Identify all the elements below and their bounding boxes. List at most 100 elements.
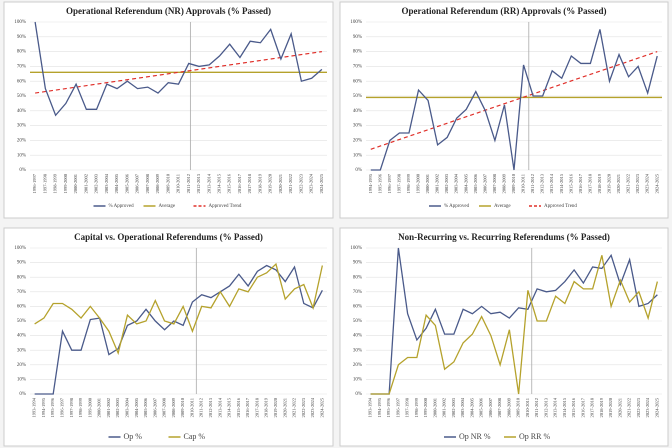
y-tick-label: 60% [17, 79, 26, 84]
y-tick-label: 80% [353, 275, 362, 280]
y-tick-label: 60% [353, 79, 362, 84]
trend-line [35, 51, 322, 94]
chart-title: Operational Referendum (NR) Approvals (%… [66, 6, 271, 16]
x-tick-label: 1994-1995 [377, 397, 382, 417]
y-tick-label: 40% [17, 334, 26, 339]
x-tick-label: 2005-2006 [124, 173, 129, 193]
x-tick-label: 2015-2016 [236, 397, 241, 417]
y-tick-label: 0% [19, 392, 26, 397]
x-tick-label: 2017-2018 [247, 173, 252, 193]
x-tick-label: 2008-2009 [171, 397, 176, 417]
x-tick-label: 2023-2024 [309, 173, 314, 193]
x-tick-label: 1999-2000 [87, 397, 92, 417]
x-tick-label: 2005-2006 [143, 397, 148, 417]
x-tick-label: 2003-2004 [454, 173, 459, 193]
y-tick-label: 20% [17, 139, 26, 144]
x-tick-label: 2021-2022 [626, 174, 631, 194]
x-tick-label: 2006-2007 [482, 173, 487, 193]
x-tick-label: 2002-2003 [451, 397, 456, 417]
x-tick-label: 2002-2003 [94, 173, 99, 193]
x-tick-label: 2018-2019 [597, 173, 602, 193]
legend-label: Average [159, 204, 176, 209]
x-tick-label: 1997-1998 [69, 397, 74, 417]
panel [3, 227, 334, 447]
y-tick-label: 90% [17, 261, 26, 266]
series-line [370, 255, 659, 395]
y-tick-label: 60% [17, 305, 26, 310]
y-tick-label: 90% [353, 35, 362, 40]
x-tick-label: 2014-2015 [562, 397, 567, 417]
series-line [34, 21, 323, 117]
x-tick-label: 2019-2020 [273, 397, 278, 417]
x-tick-label: 2012-2013 [540, 173, 545, 193]
y-tick-label: 80% [17, 275, 26, 280]
x-tick-label: 2018-2019 [264, 397, 269, 417]
y-tick-label: 90% [353, 261, 362, 266]
x-tick-label: 2021-2022 [288, 174, 293, 194]
y-tick-label: 90% [17, 35, 26, 40]
x-tick-label: 2016-2017 [245, 397, 250, 417]
chart-title: Operational Referendum (RR) Approvals (%… [402, 6, 607, 16]
y-tick-label: 10% [353, 153, 362, 158]
x-tick-label: 1993-1994 [368, 397, 373, 417]
x-tick-label: 1995-1996 [50, 397, 55, 417]
x-tick-label: 2007-2008 [145, 173, 150, 193]
x-tick-label: 1998-1999 [53, 173, 58, 193]
x-tick-label: 1997-1998 [42, 173, 47, 193]
x-tick-label: 2000-2001 [73, 174, 78, 194]
x-tick-label: 2024-2025 [654, 173, 659, 193]
x-tick-label: 2005-2006 [473, 173, 478, 193]
series-line [34, 264, 323, 395]
x-tick-label: 1999-2000 [63, 173, 68, 193]
x-tick-label: 2023-2024 [645, 173, 650, 193]
y-tick-label: 0% [355, 392, 362, 397]
x-tick-label: 2024-2025 [319, 397, 324, 417]
legend-label: Op NR % [459, 432, 491, 441]
x-tick-label: 2015-2016 [571, 397, 576, 417]
x-tick-label: 1996-1997 [60, 397, 65, 417]
legend-label: Approved Trend [209, 204, 242, 209]
x-tick-label: 2003-2004 [104, 173, 109, 193]
x-tick-label: 2004-2005 [114, 173, 119, 193]
x-tick-label: 2007-2008 [492, 173, 497, 193]
x-tick-label: 2009-2010 [516, 397, 521, 417]
x-tick-label: 2006-2007 [488, 397, 493, 417]
series-line [34, 262, 323, 356]
y-tick-label: 100% [14, 20, 26, 25]
y-tick-label: 50% [353, 94, 362, 99]
chart-title: Capital vs. Operational Referendums (% P… [74, 232, 263, 242]
x-tick-label: 2012-2013 [196, 173, 201, 193]
x-tick-label: 1997-1998 [396, 173, 401, 193]
x-tick-label: 2001-2002 [442, 398, 447, 418]
x-tick-label: 2018-2019 [599, 397, 604, 417]
x-tick-label: 2005-2006 [479, 397, 484, 417]
x-tick-label: 2004-2005 [469, 397, 474, 417]
x-tick-label: 2001-2002 [83, 174, 88, 194]
x-tick-label: 2008-2009 [506, 397, 511, 417]
x-tick-label: 1999-2000 [416, 173, 421, 193]
x-tick-label: 2020-2021 [616, 174, 621, 194]
x-tick-label: 2007-2008 [497, 397, 502, 417]
x-tick-label: 2000-2001 [97, 398, 102, 418]
x-tick-label: 1999-2000 [423, 397, 428, 417]
y-tick-label: 30% [17, 124, 26, 129]
x-tick-label: 2012-2013 [208, 397, 213, 417]
x-tick-label: 2018-2019 [257, 173, 262, 193]
x-tick-label: 2011-2012 [199, 398, 204, 417]
x-tick-label: 2010-2011 [525, 398, 530, 417]
x-tick-label: 2024-2025 [654, 397, 659, 417]
y-tick-label: 40% [353, 334, 362, 339]
x-tick-label: 2009-2010 [180, 397, 185, 417]
x-tick-label: 2006-2007 [135, 173, 140, 193]
x-tick-label: 2007-2008 [162, 397, 167, 417]
x-tick-label: 2014-2015 [559, 173, 564, 193]
x-tick-label: 2011-2012 [530, 174, 535, 193]
chart-title: Non-Recurring vs. Recurring Referendums … [398, 232, 610, 242]
y-tick-label: 70% [17, 290, 26, 295]
x-tick-label: 1994-1995 [368, 173, 373, 193]
series-line [370, 29, 658, 171]
legend-label: Op RR % [519, 432, 550, 441]
x-tick-label: 2002-2003 [115, 397, 120, 417]
x-tick-label: 2013-2014 [217, 397, 222, 417]
x-tick-label: 1997-1998 [405, 397, 410, 417]
